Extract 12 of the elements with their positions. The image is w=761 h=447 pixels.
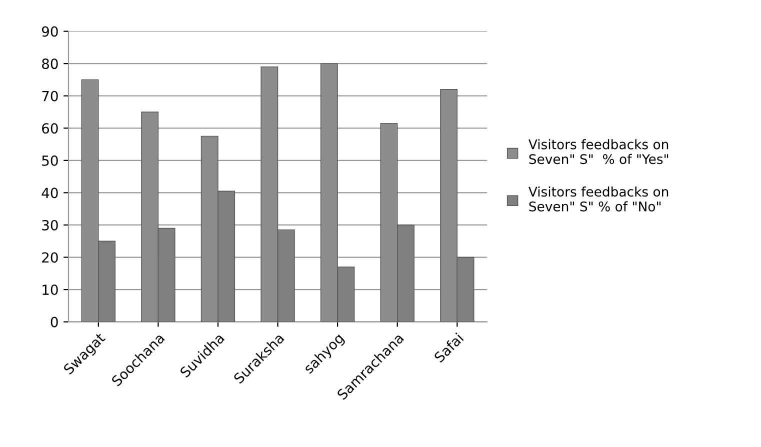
y-tick-label: 90 (42, 26, 58, 37)
y-tick-label: 20 (42, 252, 58, 263)
y-tick-label: 40 (42, 188, 58, 198)
y-tick-label: 70 (42, 90, 58, 102)
y-tick-label: 10 (42, 284, 58, 296)
legend-label: Visitors feedbacks on Seven" S" % of "No" (528, 186, 668, 212)
y-tick-label: 60 (42, 123, 58, 134)
y-tick-label: 30 (42, 220, 58, 230)
y-tick-label: 50 (42, 155, 58, 166)
legend-label: Visitors feedbacks on Seven" S" % of "Yes" (528, 139, 668, 164)
y-tick-label: 80 (42, 58, 58, 70)
y-tick-label: 0 (50, 316, 58, 328)
